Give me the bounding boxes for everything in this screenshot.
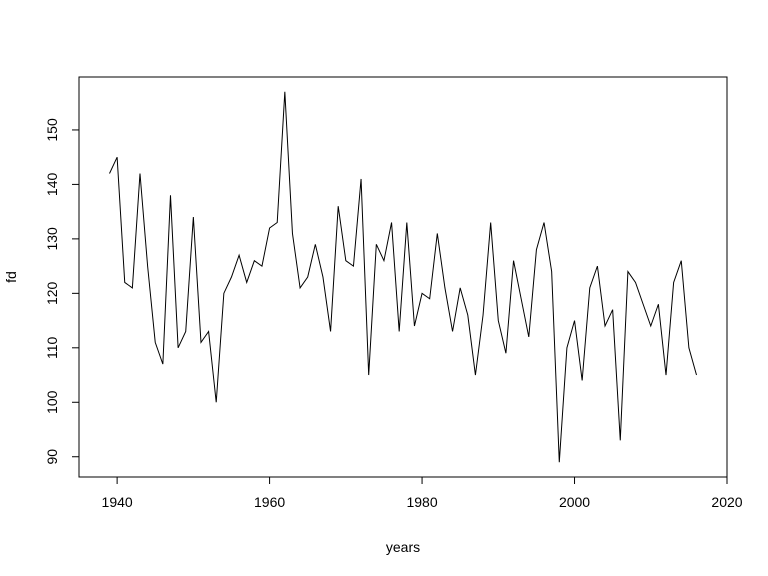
y-tick-label: 150 [44, 118, 60, 142]
data-line [109, 91, 697, 463]
y-tick-label: 140 [44, 173, 60, 197]
y-tick-label: 130 [44, 227, 60, 251]
y-tick-label: 110 [44, 336, 60, 359]
x-tick-label: 2020 [711, 494, 742, 510]
x-tick-label: 1980 [406, 494, 437, 510]
y-tick-label: 120 [44, 281, 60, 305]
x-axis-label: years [386, 539, 420, 555]
y-axis-label: fd [3, 271, 19, 283]
y-tick-label: 100 [44, 390, 60, 414]
x-tick-label: 1940 [102, 494, 133, 510]
x-tick-label: 2000 [559, 494, 590, 510]
y-tick-label: 90 [44, 449, 60, 465]
x-tick-label: 1960 [254, 494, 285, 510]
